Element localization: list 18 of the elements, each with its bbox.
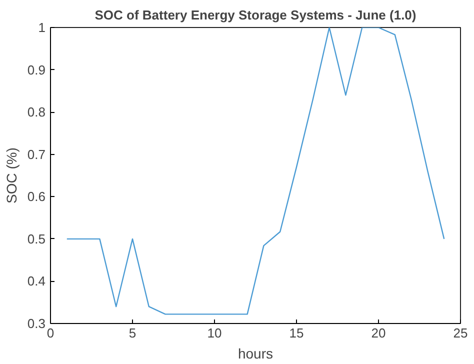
line-series [66,28,445,315]
x-axis-title: hours [238,346,274,362]
x-tick-label: 0 [46,326,54,340]
x-tick-label: 10 [207,326,222,340]
y-tick-label: 0.6 [27,189,46,204]
y-tick-label: 0.3 [27,316,46,331]
y-tick-label: 0.7 [27,146,46,162]
y-tick-label: 1 [38,20,46,35]
y-tick-label: 0.5 [27,231,46,246]
x-tick-label: 25 [453,326,468,340]
y-tick-label: 0.9 [27,62,46,78]
x-tick-label: 5 [128,326,136,340]
y-axis-title: SOC (%) [3,148,20,204]
x-tick-label: 15 [289,326,304,340]
y-tick-label: 0.4 [27,274,46,289]
x-tick-label: 20 [371,326,386,340]
chart-title: SOC of Battery Energy Storage Systems - June (1.0) [94,8,416,22]
y-tick-label: 0.8 [27,104,46,120]
